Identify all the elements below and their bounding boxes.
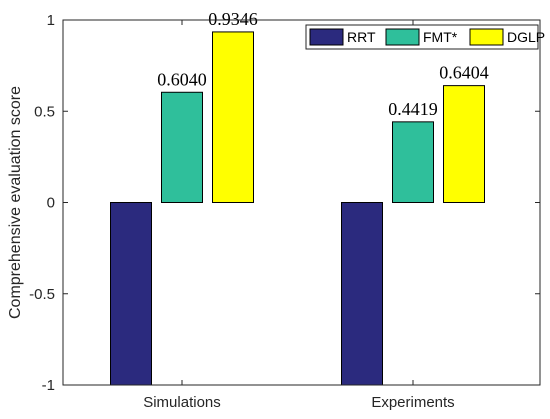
x-tick-label: Experiments (371, 394, 454, 411)
y-tick-label: -1 (42, 377, 55, 394)
legend-entry: DGLP (507, 29, 545, 45)
data-label: 0.6040 (157, 69, 207, 89)
bar-fmt-simulations (161, 91, 203, 203)
bar-dglp-simulations (212, 31, 254, 203)
bars-group (110, 31, 485, 386)
data-label: 0.9346 (208, 9, 258, 29)
y-tick-label: 0.5 (34, 103, 55, 120)
bar-rrt-experiments (341, 202, 383, 386)
legend-swatch (385, 28, 420, 46)
x-tick-label: Simulations (143, 394, 221, 411)
x-axis-ticks: Simulations Experiments (143, 20, 455, 411)
y-tick-label: 0 (47, 195, 55, 212)
legend-swatch (469, 28, 504, 46)
legend-entry: RRT (347, 29, 376, 45)
bar-dglp-experiments (443, 85, 485, 203)
legend: RRT FMT* DGLP (305, 24, 545, 50)
legend-entry: FMT* (423, 29, 458, 45)
y-axis-label: Comprehensive evaluation score (7, 86, 24, 319)
bar-rrt-simulations (110, 202, 152, 386)
y-tick-label: -0.5 (29, 286, 55, 303)
legend-swatch (309, 28, 344, 46)
y-axis-ticks: -1 -0.5 0 0.5 1 (29, 12, 540, 394)
y-tick-label: 1 (47, 12, 55, 29)
bar-fmt-experiments (392, 121, 434, 203)
data-label: 0.4419 (388, 99, 438, 119)
data-label: 0.6404 (439, 63, 489, 83)
